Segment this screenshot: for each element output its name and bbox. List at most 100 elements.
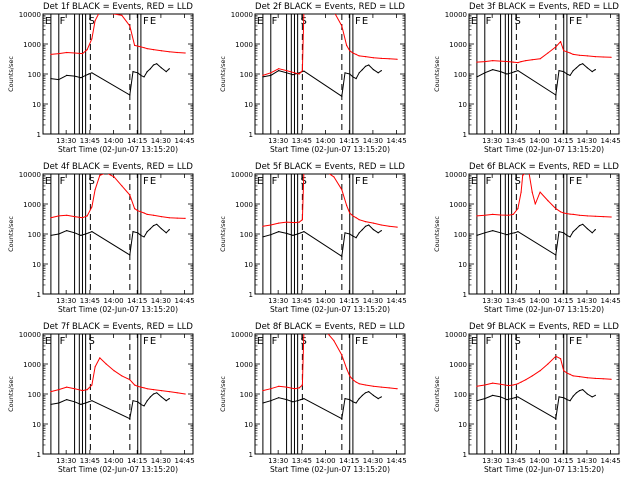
y-tick-label: 1000 [23,41,41,49]
data-point-lld [129,379,131,381]
data-point-lld [121,185,123,187]
data-point-events [88,232,90,234]
region-label: F [486,16,492,27]
data-point-lld [106,172,107,173]
y-axis-label: Counts/sec [433,216,441,252]
data-point-lld [152,214,155,216]
data-point-events [278,397,280,399]
data-point-events [132,231,134,233]
data-point-lld [278,222,280,224]
data-point-events [140,74,142,76]
region-label: S [88,336,94,347]
panel-det-8: Det 8f BLACK = Events, RED = LLD 1 10 100 10… [219,322,407,474]
region-label: E [471,336,477,347]
series-line-events [262,64,382,97]
data-point-lld [278,385,280,387]
data-point-lld [333,176,335,178]
data-point-lld [539,191,541,193]
data-point-lld [184,52,186,54]
data-point-lld [500,383,502,385]
series-line-events [50,63,170,96]
data-point-events [492,230,494,232]
series-line-lld [476,41,612,64]
y-tick-label: 1 [37,451,41,459]
data-point-lld [578,214,581,216]
data-point-events [569,74,571,76]
series-line-events [476,223,596,256]
data-point-lld [520,191,522,193]
data-point-lld [517,208,519,210]
y-tick-label: 100 [454,71,467,79]
data-point-lld [113,370,115,372]
data-point-lld [134,44,136,47]
y-axis-label: Counts/sec [433,376,441,412]
data-point-events [74,232,76,234]
x-tick-label: 13:30 [268,137,288,145]
data-point-events [137,72,139,74]
data-point-lld [355,217,357,219]
y-tick-label: 10 [32,421,41,429]
series-group [50,172,186,256]
data-point-lld [586,215,589,217]
data-point-lld [355,381,357,383]
data-point-events [160,67,162,69]
data-point-lld [602,56,604,58]
panel-title: Det 4f BLACK = Events, RED = LLD [43,162,193,172]
x-tick-label: 13:45 [506,297,526,305]
region-label: E [471,176,477,187]
data-point-events [300,399,302,401]
data-point-events [377,398,379,400]
data-point-events [66,74,68,76]
data-point-lld [137,45,139,47]
data-point-lld [137,385,139,387]
data-point-events [149,68,151,70]
x-tick-label: 14:00 [103,137,123,145]
data-point-events [80,234,82,236]
y-tick-label: 1000 [235,361,253,369]
y-tick-label: 1000 [235,41,253,49]
data-point-events [278,231,280,233]
data-point-lld [160,50,162,52]
data-point-events [563,397,565,399]
data-point-lld [569,373,571,375]
data-point-lld [563,212,565,214]
data-point-lld [560,41,562,43]
data-point-events [129,254,131,256]
y-tick-label: 10000 [231,331,253,339]
data-point-lld [86,215,88,217]
data-point-events [58,402,60,404]
data-point-events [270,74,272,76]
y-tick-label: 1 [463,291,467,299]
data-point-lld [539,370,541,372]
data-point-events [582,389,584,391]
data-point-events [582,223,584,225]
region-label: F [60,176,66,187]
data-point-events [156,392,158,394]
data-point-events [58,79,60,81]
series-line-events [476,63,596,96]
y-tick-label: 1000 [449,41,467,49]
data-point-lld [301,70,303,72]
data-point-events [591,232,593,234]
data-point-events [146,71,148,73]
data-point-events [152,393,155,395]
data-point-lld [140,211,142,213]
data-point-lld [50,217,52,219]
data-point-lld [152,389,155,391]
x-tick-label: 14:30 [577,137,597,145]
data-point-lld [388,225,390,227]
data-point-events [349,233,351,235]
x-tick-label: 13:45 [292,297,312,305]
data-point-lld [298,73,300,75]
data-point-lld [58,389,60,391]
x-tick-label: 14:45 [386,137,406,145]
x-tick-label: 14:30 [577,457,597,465]
series-group [262,14,398,97]
data-point-lld [121,375,123,377]
region-label: E [362,16,368,27]
data-point-lld [113,14,115,15]
data-point-events [132,71,134,73]
data-point-lld [492,213,494,215]
y-tick-label: 100 [454,231,467,239]
